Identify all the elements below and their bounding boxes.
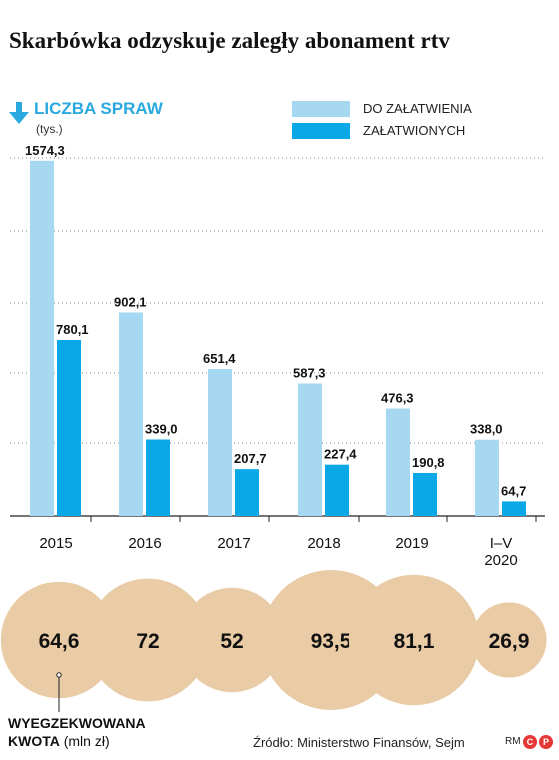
- bar-handled: [146, 439, 170, 516]
- author-credits: RM: [505, 736, 521, 747]
- legend-swatch-to-handle: [292, 101, 350, 117]
- copyright-logo-c: C: [523, 735, 537, 749]
- bar-to-handle: [30, 160, 54, 516]
- x-tick-label: I–V: [490, 535, 513, 552]
- amount-bubble: [179, 587, 285, 693]
- bar-value-label: 207,7: [234, 451, 267, 466]
- bubble-value-label: 64,6: [39, 630, 80, 653]
- bar-value-label: 476,3: [381, 391, 414, 406]
- x-tick-label: 2017: [217, 535, 250, 552]
- page-title: Skarbówka odzyskuje zaległy abonament rt…: [9, 28, 450, 53]
- bar-to-handle: [475, 439, 499, 516]
- bar-handled: [502, 501, 526, 516]
- x-tick-label: 2018: [307, 535, 340, 552]
- bubble-pointer-dot: [56, 672, 62, 678]
- amount-bubble: [0, 581, 118, 699]
- x-tick-label: 2019: [395, 535, 428, 552]
- bar-handled: [325, 464, 349, 516]
- bubble-value-label: 72: [136, 630, 159, 653]
- bubble-value-label: 81,1: [394, 630, 435, 653]
- bar-value-label: 902,1: [114, 294, 147, 309]
- bar-to-handle: [298, 383, 322, 516]
- amount-bubble: [348, 574, 480, 706]
- bubble-value-label: 93,5: [311, 630, 352, 653]
- bar-to-handle: [208, 369, 232, 516]
- bubble-legend-label: WYEGZEKWOWANA KWOTA (mln zł): [8, 714, 198, 750]
- x-tick-label: 2020: [484, 552, 517, 569]
- bar-value-label: 339,0: [145, 422, 178, 437]
- x-tick-label: 2016: [128, 535, 161, 552]
- legend-swatch-handled: [292, 123, 350, 139]
- bubble-value-label: 52: [220, 630, 243, 653]
- bar-to-handle: [119, 312, 143, 516]
- bar-handled: [57, 339, 81, 516]
- bar-value-label: 587,3: [293, 365, 326, 380]
- bar-handled: [413, 472, 437, 516]
- bubble-value-label: 26,9: [489, 630, 530, 653]
- bar-value-label: 780,1: [56, 322, 89, 337]
- bar-value-label: 338,0: [470, 422, 503, 437]
- bar-value-label: 651,4: [203, 351, 236, 366]
- bar-chart: 1574,3 780,1 2015 902,1 339,0 2016 651,4 207,7 2…: [0, 143, 547, 712]
- x-tick-label: 2015: [39, 535, 72, 552]
- y-axis-unit: (tys.): [36, 122, 63, 136]
- bar-value-label: 64,7: [501, 483, 526, 498]
- amount-bubble: [86, 578, 210, 702]
- y-axis-title: LICZBA SPRAW: [34, 99, 163, 118]
- bar-value-label: 1574,3: [25, 143, 65, 158]
- bubble-legend-bold: WYEGZEKWOWANA KWOTA: [8, 715, 146, 749]
- amount-bubble: [471, 602, 547, 678]
- arrow-down-icon: [9, 102, 29, 124]
- bar-value-label: 190,8: [412, 455, 445, 470]
- bubble-legend-unit: (mln zł): [63, 733, 110, 749]
- copyright-logo-p: P: [539, 735, 553, 749]
- bar-handled: [235, 469, 259, 516]
- legend-label-handled: ZAŁATWIONYCH: [363, 123, 466, 138]
- bar-value-label: 227,4: [324, 447, 357, 462]
- bar-to-handle: [386, 408, 410, 516]
- source-note: Źródło: Ministerstwo Finansów, Sejm: [253, 735, 465, 750]
- legend-label-to-handle: DO ZAŁATWIENIA: [363, 101, 472, 116]
